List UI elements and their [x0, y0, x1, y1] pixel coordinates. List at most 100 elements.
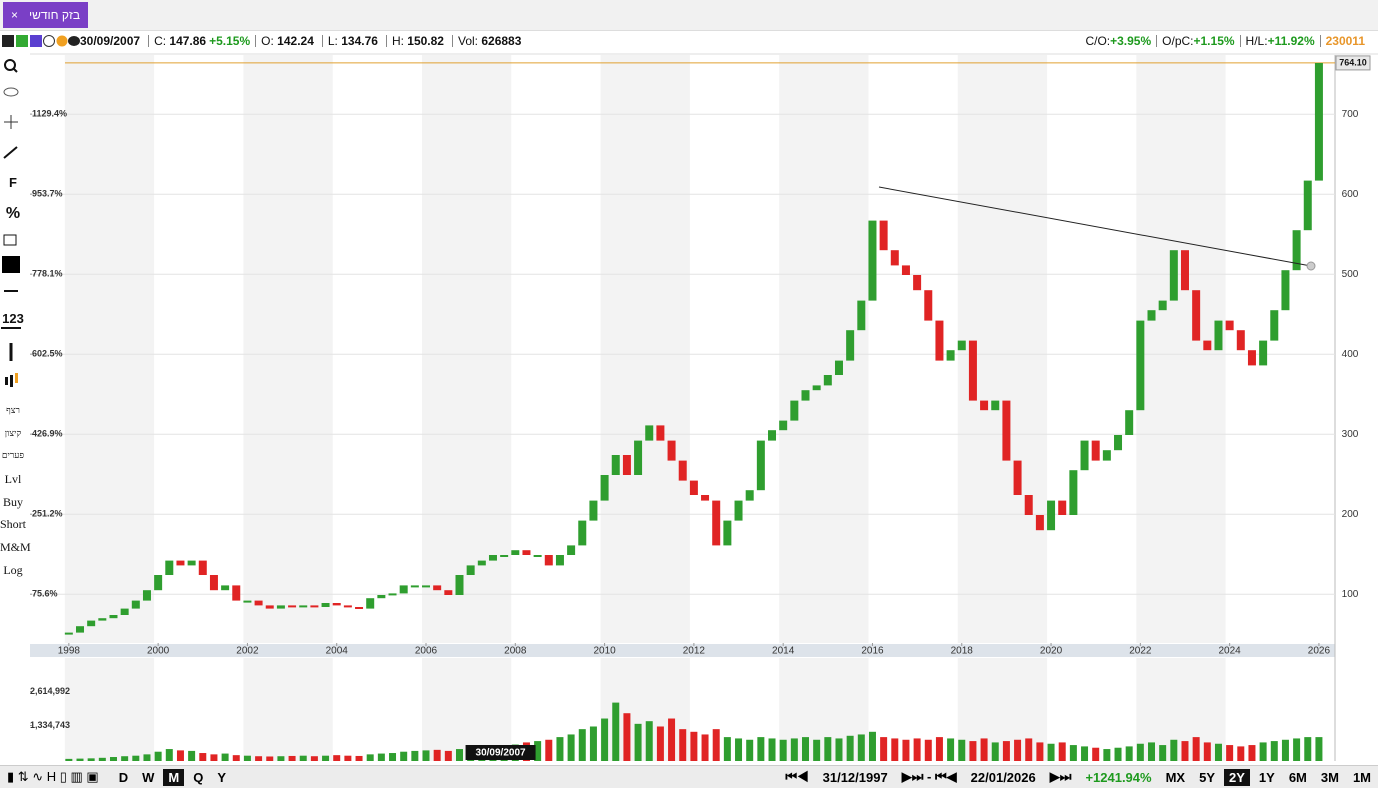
- range-button[interactable]: 2Y: [1224, 768, 1250, 786]
- candle: [924, 290, 933, 321]
- candle: [522, 550, 531, 555]
- range-button[interactable]: 1Y: [1258, 769, 1275, 785]
- tool-button[interactable]: קיצון: [4, 428, 22, 438]
- tool-button[interactable]: רצף: [6, 405, 20, 415]
- tool-button[interactable]: 123: [2, 311, 24, 326]
- label: H:: [391, 34, 404, 48]
- tool-button[interactable]: Short: [0, 517, 27, 531]
- volume-bar: [1002, 741, 1010, 761]
- candle: [544, 555, 553, 566]
- tool-button[interactable]: F: [9, 175, 17, 190]
- volume-bar: [668, 718, 676, 761]
- candle: [890, 250, 899, 266]
- volume-bar: [1226, 745, 1234, 761]
- volume-bar: [880, 737, 888, 761]
- candle: [332, 603, 341, 606]
- volume-bar: [310, 756, 318, 761]
- info-bar: 30/09/2007 C: 147.86 +5.15% O: 142.24 L: …: [2, 32, 524, 50]
- trend-handle[interactable]: [1306, 261, 1316, 271]
- volume-bar: [1025, 738, 1033, 761]
- tool-button[interactable]: Log: [3, 563, 23, 577]
- candle: [410, 585, 419, 588]
- candle: [343, 605, 352, 608]
- from-date[interactable]: 31/12/1997: [822, 769, 888, 785]
- volume-bar: [132, 755, 140, 761]
- tab[interactable]: × בזק חודשי: [3, 2, 88, 28]
- y2-tick-label: 251.2%: [32, 509, 63, 519]
- candle: [1114, 435, 1123, 451]
- tool-button[interactable]: פערים: [1, 450, 25, 460]
- y-tick-label: 400: [1342, 349, 1359, 360]
- candle: [1035, 515, 1044, 531]
- volume-bar: [299, 755, 307, 761]
- candle: [422, 585, 431, 588]
- volume-bar: [891, 738, 899, 761]
- volume-bar: [288, 755, 296, 761]
- trend-line[interactable]: [878, 186, 1312, 267]
- period-button[interactable]: W: [142, 769, 155, 785]
- label: Vol:: [457, 34, 478, 48]
- volume-bar: [1281, 739, 1289, 761]
- nav[interactable]: ▶⏭: [1049, 769, 1072, 784]
- y2-tick-label: 426.9%: [32, 429, 63, 439]
- volume-bar: [1159, 745, 1167, 761]
- y-tick-label: 500: [1342, 269, 1359, 280]
- candle: [734, 500, 743, 521]
- volume-bar: [98, 757, 106, 761]
- tool-button[interactable]: M&M: [0, 540, 31, 554]
- volume-bar: [1270, 741, 1278, 761]
- candle: [198, 560, 207, 575]
- x-tick-label: 2024: [1219, 646, 1242, 657]
- volume-bar: [634, 723, 642, 761]
- candle: [98, 618, 107, 621]
- period-button[interactable]: M: [163, 768, 185, 786]
- candle: [1169, 250, 1178, 301]
- volume-bar: [735, 738, 743, 761]
- period-button[interactable]: Q: [193, 769, 204, 785]
- volume-bar: [333, 755, 341, 761]
- candle: [935, 320, 944, 361]
- volume-bar: [623, 713, 631, 761]
- volume-bar: [958, 739, 966, 761]
- volume-bar: [868, 731, 876, 761]
- candle: [377, 595, 386, 599]
- candle: [388, 593, 397, 596]
- to-date[interactable]: 22/01/2026: [970, 769, 1036, 785]
- nav[interactable]: ▶⏭ - ⏮◀: [901, 769, 957, 784]
- volume-bar: [1304, 737, 1312, 761]
- period-button[interactable]: Y: [217, 769, 227, 785]
- toolbar-icons: [1, 59, 21, 387]
- range-button[interactable]: 5Y: [1199, 769, 1215, 785]
- close: 147.86: [169, 34, 207, 48]
- tool-icons[interactable]: ▮ ⇅ ∿ H ▯ ▥ ▣: [7, 769, 99, 784]
- candle: [165, 560, 174, 575]
- candle: [1047, 500, 1056, 531]
- tab-close[interactable]: ×: [11, 8, 19, 22]
- volume-bar: [1114, 747, 1122, 761]
- candle: [455, 575, 464, 595]
- year-band: [422, 55, 512, 643]
- tab-label[interactable]: בזק חודשי: [28, 8, 80, 22]
- volume-bar: [121, 756, 129, 761]
- label: O:: [261, 34, 274, 48]
- volume-bar: [455, 749, 463, 761]
- volume-bar: [366, 754, 374, 761]
- nav[interactable]: ⏮◀: [785, 769, 809, 784]
- tool-button[interactable]: %: [5, 205, 21, 222]
- range-button[interactable]: MX: [1165, 769, 1186, 785]
- candle: [980, 400, 989, 411]
- volume-bar: [701, 734, 709, 761]
- date: 30/09/2007: [80, 34, 141, 48]
- x-tick-label: 2018: [951, 646, 974, 657]
- x-tick-label: 1998: [58, 646, 81, 657]
- range-button[interactable]: 6M: [1288, 769, 1307, 785]
- range-button[interactable]: 3M: [1320, 769, 1339, 785]
- range-button[interactable]: 1M: [1352, 769, 1371, 785]
- candle: [1259, 340, 1268, 366]
- volume-bar: [422, 750, 430, 761]
- tool-button[interactable]: Buy: [2, 495, 23, 509]
- tool-button[interactable]: Lvl: [4, 472, 22, 486]
- volume-bar: [846, 735, 854, 761]
- period-button[interactable]: D: [118, 769, 129, 785]
- candle: [1314, 63, 1323, 181]
